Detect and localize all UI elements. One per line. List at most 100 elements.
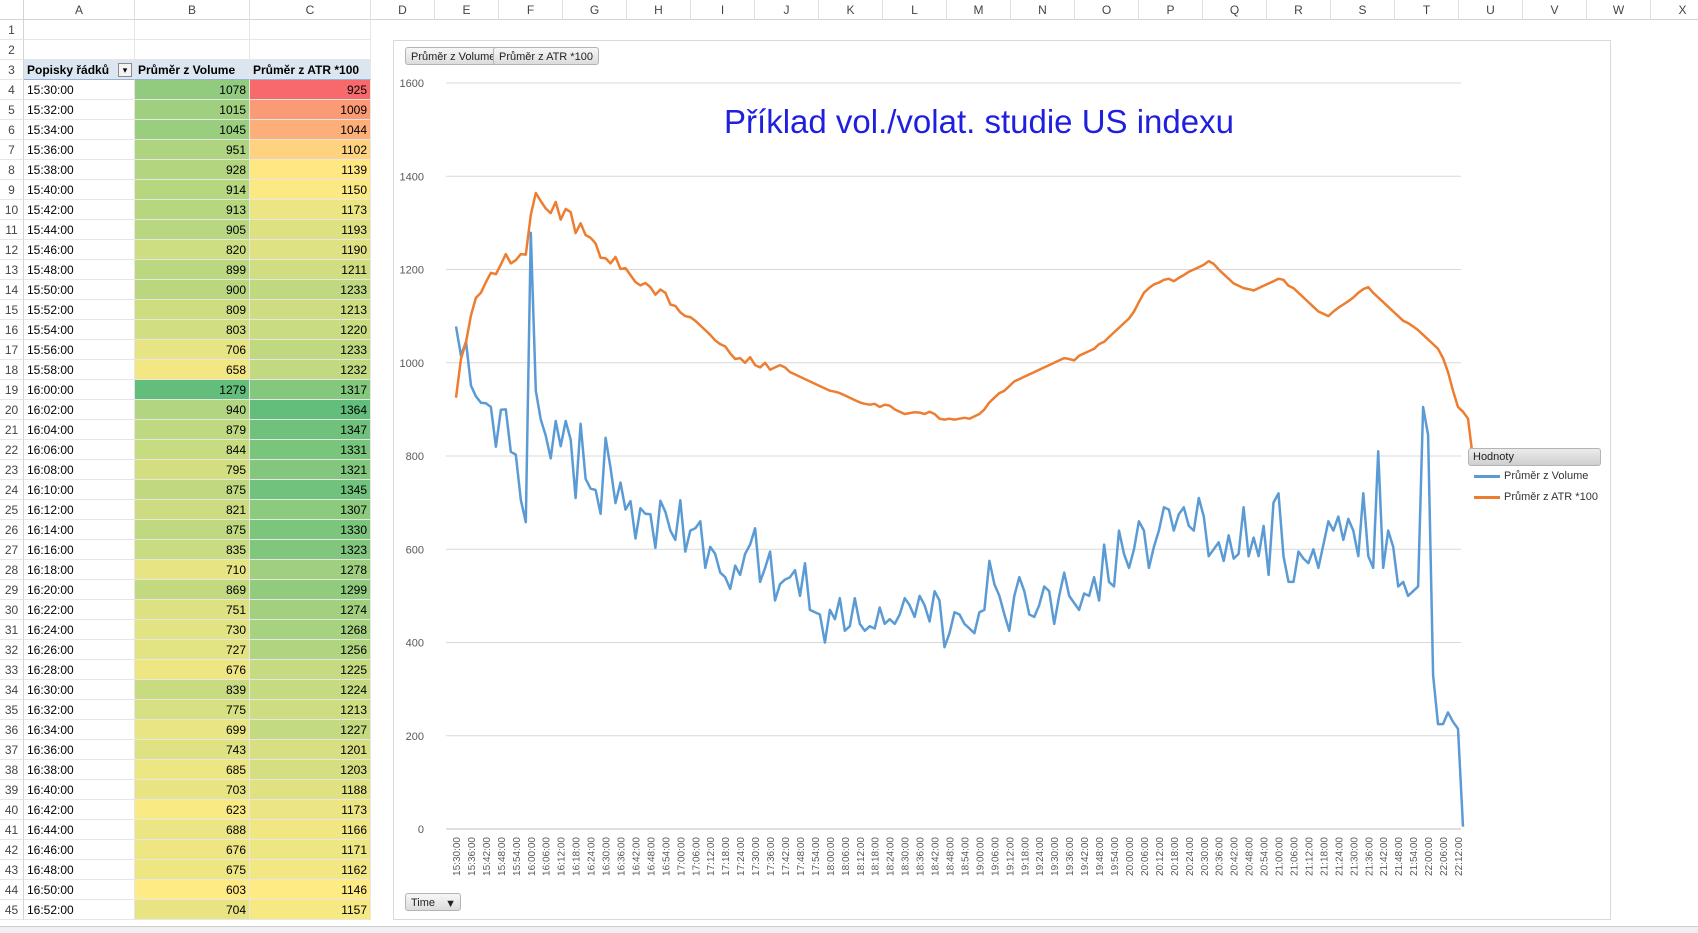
volume-value[interactable]: 821: [135, 500, 250, 520]
volume-value[interactable]: 704: [135, 900, 250, 920]
field-button-volume[interactable]: Průměr z Volume: [405, 47, 502, 65]
column-header-m[interactable]: M: [947, 0, 1011, 20]
atr-value[interactable]: 1233: [250, 340, 371, 360]
row-header[interactable]: 16: [0, 320, 24, 340]
row-label[interactable]: 16:50:00: [24, 880, 135, 900]
atr-value[interactable]: 1232: [250, 360, 371, 380]
atr-value[interactable]: 925: [250, 80, 371, 100]
volume-value[interactable]: 940: [135, 400, 250, 420]
empty-cell[interactable]: [135, 20, 250, 40]
column-header-u[interactable]: U: [1459, 0, 1523, 20]
row-header[interactable]: 13: [0, 260, 24, 280]
row-header[interactable]: 7: [0, 140, 24, 160]
row-label[interactable]: 16:14:00: [24, 520, 135, 540]
row-label[interactable]: 15:42:00: [24, 200, 135, 220]
row-label[interactable]: 16:00:00: [24, 380, 135, 400]
atr-value[interactable]: 1211: [250, 260, 371, 280]
volume-value[interactable]: 900: [135, 280, 250, 300]
row-header[interactable]: 20: [0, 400, 24, 420]
row-label[interactable]: 16:20:00: [24, 580, 135, 600]
volume-value[interactable]: 743: [135, 740, 250, 760]
volume-value[interactable]: 951: [135, 140, 250, 160]
row-filter-icon[interactable]: ▾: [118, 63, 132, 77]
column-header-t[interactable]: T: [1395, 0, 1459, 20]
atr-value[interactable]: 1157: [250, 900, 371, 920]
column-header-l[interactable]: L: [883, 0, 947, 20]
atr-value[interactable]: 1268: [250, 620, 371, 640]
row-header[interactable]: 39: [0, 780, 24, 800]
row-label[interactable]: 16:26:00: [24, 640, 135, 660]
atr-value[interactable]: 1173: [250, 200, 371, 220]
row-label[interactable]: 16:18:00: [24, 560, 135, 580]
volume-value[interactable]: 928: [135, 160, 250, 180]
row-label[interactable]: 15:50:00: [24, 280, 135, 300]
volume-value[interactable]: 844: [135, 440, 250, 460]
atr-value[interactable]: 1299: [250, 580, 371, 600]
column-header-f[interactable]: F: [499, 0, 563, 20]
atr-value[interactable]: 1233: [250, 280, 371, 300]
volume-value[interactable]: 706: [135, 340, 250, 360]
row-header[interactable]: 42: [0, 840, 24, 860]
volume-value[interactable]: 751: [135, 600, 250, 620]
row-label[interactable]: 15:54:00: [24, 320, 135, 340]
row-header[interactable]: 23: [0, 460, 24, 480]
atr-value[interactable]: 1203: [250, 760, 371, 780]
column-header-e[interactable]: E: [435, 0, 499, 20]
volume-value[interactable]: 730: [135, 620, 250, 640]
atr-value[interactable]: 1274: [250, 600, 371, 620]
pivot-header-volume[interactable]: Průměr z Volume: [135, 60, 250, 80]
atr-value[interactable]: 1220: [250, 320, 371, 340]
row-header[interactable]: 45: [0, 900, 24, 920]
column-header-b[interactable]: B: [135, 0, 250, 20]
row-label[interactable]: 15:58:00: [24, 360, 135, 380]
volume-value[interactable]: 623: [135, 800, 250, 820]
row-header[interactable]: 38: [0, 760, 24, 780]
atr-value[interactable]: 1307: [250, 500, 371, 520]
volume-value[interactable]: 835: [135, 540, 250, 560]
atr-value[interactable]: 1188: [250, 780, 371, 800]
row-header[interactable]: 8: [0, 160, 24, 180]
volume-value[interactable]: 914: [135, 180, 250, 200]
row-label[interactable]: 15:34:00: [24, 120, 135, 140]
volume-value[interactable]: 1045: [135, 120, 250, 140]
volume-value[interactable]: 685: [135, 760, 250, 780]
row-header[interactable]: 26: [0, 520, 24, 540]
horizontal-scrollbar[interactable]: [0, 926, 1698, 933]
filter-icon[interactable]: ▼: [445, 898, 456, 910]
volume-value[interactable]: 899: [135, 260, 250, 280]
atr-value[interactable]: 1139: [250, 160, 371, 180]
row-header[interactable]: 35: [0, 700, 24, 720]
row-label[interactable]: 16:52:00: [24, 900, 135, 920]
atr-value[interactable]: 1227: [250, 720, 371, 740]
row-header[interactable]: 36: [0, 720, 24, 740]
column-header-g[interactable]: G: [563, 0, 627, 20]
row-header[interactable]: 10: [0, 200, 24, 220]
row-header[interactable]: 30: [0, 600, 24, 620]
row-label[interactable]: 16:44:00: [24, 820, 135, 840]
column-header-c[interactable]: C: [250, 0, 371, 20]
atr-value[interactable]: 1102: [250, 140, 371, 160]
atr-value[interactable]: 1213: [250, 700, 371, 720]
volume-value[interactable]: 875: [135, 520, 250, 540]
row-header[interactable]: 25: [0, 500, 24, 520]
row-label[interactable]: 15:36:00: [24, 140, 135, 160]
empty-cell[interactable]: [24, 40, 135, 60]
column-header-v[interactable]: V: [1523, 0, 1587, 20]
row-label[interactable]: 16:42:00: [24, 800, 135, 820]
column-header-o[interactable]: O: [1075, 0, 1139, 20]
atr-value[interactable]: 1256: [250, 640, 371, 660]
row-header[interactable]: 31: [0, 620, 24, 640]
row-label[interactable]: 16:12:00: [24, 500, 135, 520]
atr-value[interactable]: 1201: [250, 740, 371, 760]
row-header[interactable]: 3: [0, 60, 24, 80]
atr-value[interactable]: 1225: [250, 660, 371, 680]
column-header-k[interactable]: K: [819, 0, 883, 20]
row-header[interactable]: 19: [0, 380, 24, 400]
atr-value[interactable]: 1044: [250, 120, 371, 140]
atr-value[interactable]: 1364: [250, 400, 371, 420]
empty-cell[interactable]: [24, 20, 135, 40]
row-header[interactable]: 32: [0, 640, 24, 660]
volume-value[interactable]: 775: [135, 700, 250, 720]
row-label[interactable]: 15:38:00: [24, 160, 135, 180]
row-header[interactable]: 12: [0, 240, 24, 260]
